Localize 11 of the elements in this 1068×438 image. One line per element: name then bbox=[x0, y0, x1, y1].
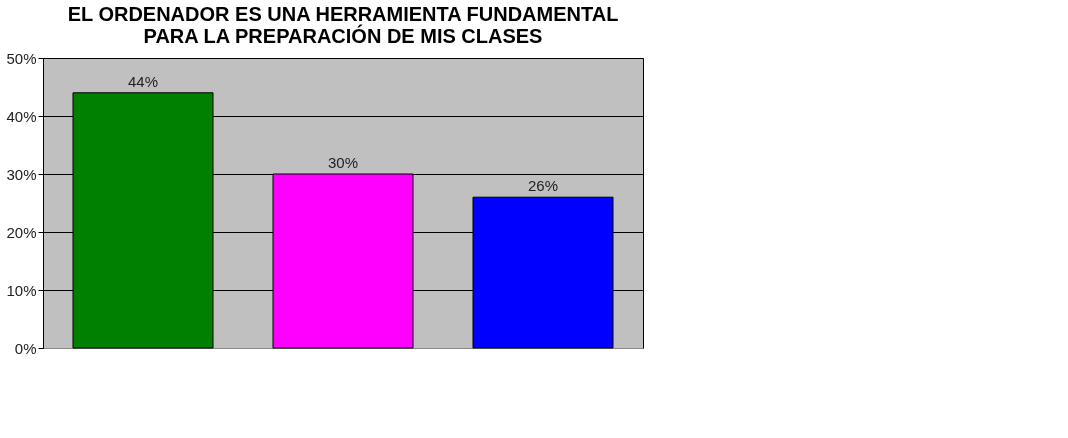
y-tick-label: 20% bbox=[6, 223, 37, 241]
y-tick-label: 10% bbox=[6, 281, 37, 299]
text: PARA LA PREPARACIÓN DE MIS CLASES bbox=[143, 25, 543, 47]
y-tick-label: 50% bbox=[6, 49, 37, 67]
y-tick-label: 30% bbox=[6, 165, 37, 183]
data-label: 26% bbox=[527, 177, 559, 195]
text: EL ORDENADOR ES UNA HERRAMIENTA FUNDAMENTAL bbox=[67, 3, 619, 25]
data-label: 30% bbox=[327, 154, 359, 171]
y-tick-label: 0% bbox=[14, 339, 37, 357]
y-tick-label: 40% bbox=[6, 107, 37, 125]
data-label: 44% bbox=[127, 72, 159, 90]
